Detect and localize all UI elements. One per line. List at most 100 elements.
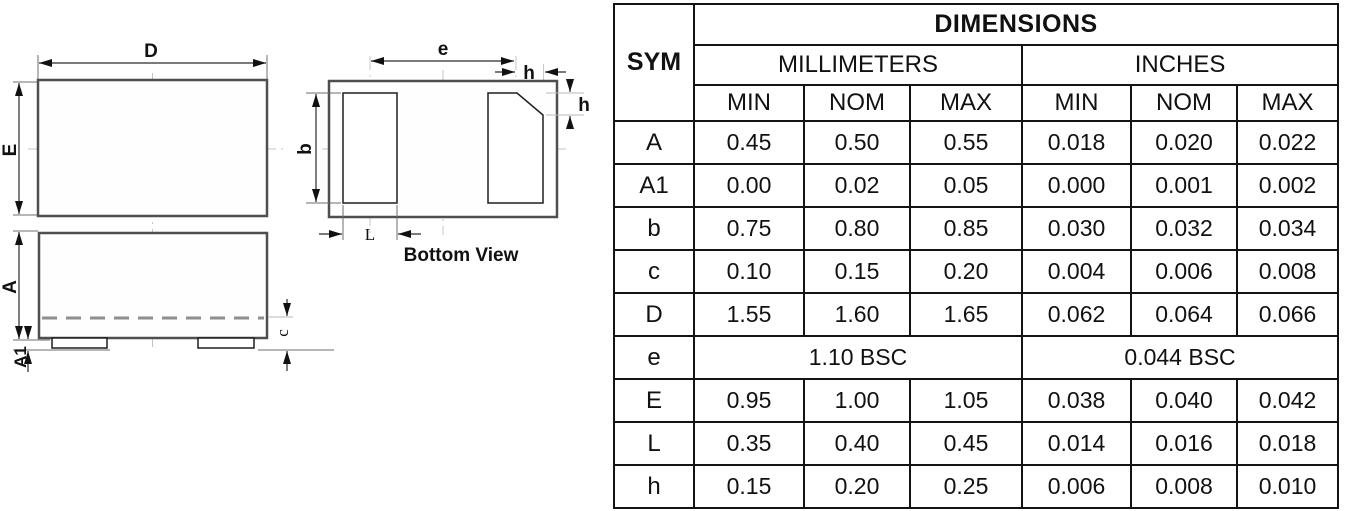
- cell-in-max: 0.018: [1235, 421, 1340, 466]
- cell-mm-max: 0.05: [909, 163, 1023, 208]
- cell-in-nom: 0.032: [1130, 206, 1238, 251]
- cell-mm-max: 0.55: [909, 120, 1023, 165]
- dim-label-E: E: [0, 144, 21, 157]
- cell-in-nom: 0.040: [1130, 378, 1238, 423]
- cell-sym: A1: [613, 163, 695, 208]
- cell-mm-min: 0.10: [693, 249, 805, 294]
- side-view-left-terminal: [51, 337, 108, 349]
- cell-sym: h: [613, 464, 695, 509]
- col-header-in-min: MIN: [1021, 84, 1132, 122]
- dim-label-e: e: [438, 39, 449, 60]
- dimensions-table: SYM DIMENSIONS MILLIMETERS INCHES MIN NO…: [613, 3, 1341, 509]
- cell-mm-max: 1.65: [909, 292, 1023, 337]
- cell-mm-max: 1.05: [909, 378, 1023, 423]
- cell-in-max: 0.008: [1235, 249, 1340, 294]
- table-row-c: c 0.10 0.15 0.20 0.004 0.006 0.008: [613, 249, 1340, 294]
- cell-sym: D: [613, 292, 695, 337]
- sym-column-header: SYM: [613, 3, 695, 122]
- dim-label-A: A: [0, 280, 21, 294]
- cell-in-max: 0.002: [1235, 163, 1340, 208]
- units-header-inches: INCHES: [1020, 44, 1340, 86]
- cell-mm-min: 0.75: [693, 206, 805, 251]
- cell-mm-nom: 1.60: [803, 292, 911, 337]
- dimension-c: [258, 299, 334, 371]
- table-row-e: e 1.10 BSC 0.044 BSC: [613, 335, 1340, 380]
- cell-sym: c: [613, 249, 695, 294]
- cell-sym: E: [613, 378, 695, 423]
- cell-mm-max: 0.45: [909, 421, 1023, 466]
- bottom-view-left-pad: [342, 92, 398, 204]
- cell-in-nom: 0.001: [1130, 163, 1238, 208]
- dimension-E: [13, 81, 37, 216]
- dim-label-A1: A1: [11, 346, 30, 368]
- dim-label-L: L: [365, 225, 375, 244]
- dim-label-h-vertical: h: [578, 95, 590, 116]
- cell-sym: A: [613, 120, 695, 165]
- cell-in-max: 0.066: [1235, 292, 1340, 337]
- cell-in-nom: 0.008: [1130, 464, 1238, 509]
- cell-in-nom: 0.020: [1130, 120, 1238, 165]
- cell-in-nom: 0.064: [1130, 292, 1238, 337]
- side-view-right-terminal: [197, 337, 255, 349]
- table-row-A: A 0.45 0.50 0.55 0.018 0.020 0.022: [613, 120, 1340, 165]
- dim-label-c: c: [273, 329, 292, 337]
- cell-in-min: 0.014: [1021, 421, 1132, 466]
- cell-in-nom: 0.016: [1130, 421, 1238, 466]
- cell-mm-nom: 0.80: [803, 206, 911, 251]
- cell-in-min: 0.018: [1021, 120, 1132, 165]
- cell-in-min: 0.038: [1021, 378, 1132, 423]
- dimension-h-vertical: [546, 79, 584, 129]
- table-header-units-row: MILLIMETERS INCHES: [614, 44, 1340, 86]
- cell-in-max: 0.034: [1235, 206, 1340, 251]
- cell-in-min: 0.062: [1021, 292, 1132, 337]
- cell-in-max: 0.022: [1235, 120, 1340, 165]
- dim-label-D: D: [144, 41, 158, 62]
- dimension-A: [13, 230, 50, 341]
- cell-mm-max: 0.85: [909, 206, 1023, 251]
- dim-label-b: b: [295, 143, 316, 155]
- cell-mm-nom: 1.00: [803, 378, 911, 423]
- cell-mm-bsc: 1.10 BSC: [693, 335, 1023, 380]
- dimension-D: [37, 55, 268, 79]
- table-row-h: h 0.15 0.20 0.25 0.006 0.008 0.010: [613, 464, 1340, 509]
- cell-in-max: 0.010: [1235, 464, 1340, 509]
- cell-in-min: 0.000: [1021, 163, 1132, 208]
- cell-mm-nom: 0.02: [803, 163, 911, 208]
- units-header-millimeters: MILLIMETERS: [693, 44, 1023, 86]
- dim-label-h-horizontal: h: [523, 63, 535, 84]
- col-header-in-max: MAX: [1235, 84, 1340, 122]
- col-header-in-nom: NOM: [1130, 84, 1238, 122]
- dimension-b: [306, 92, 341, 204]
- table-title: DIMENSIONS: [692, 3, 1340, 46]
- col-header-mm-nom: NOM: [803, 84, 911, 122]
- dimension-L: [319, 205, 421, 240]
- cell-in-min: 0.004: [1021, 249, 1132, 294]
- cell-mm-nom: 0.15: [803, 249, 911, 294]
- table-row-D: D 1.55 1.60 1.65 0.062 0.064 0.066: [613, 292, 1340, 337]
- bottom-view-caption: Bottom View: [404, 245, 519, 266]
- cell-in-max: 0.042: [1235, 378, 1340, 423]
- cell-in-min: 0.030: [1021, 206, 1132, 251]
- table-header-title-row: SYM DIMENSIONS: [613, 3, 1340, 122]
- cell-in-bsc: 0.044 BSC: [1020, 335, 1340, 380]
- cell-mm-max: 0.20: [909, 249, 1023, 294]
- table-row-E: E 0.95 1.00 1.05 0.038 0.040 0.042: [613, 378, 1340, 423]
- cell-mm-min: 0.95: [693, 378, 805, 423]
- cell-mm-nom: 0.50: [803, 120, 911, 165]
- top-view-body: [36, 78, 269, 218]
- cell-mm-nom: 0.40: [803, 421, 911, 466]
- cell-mm-min: 1.55: [693, 292, 805, 337]
- cell-in-nom: 0.006: [1130, 249, 1238, 294]
- dimension-A1: [13, 326, 110, 372]
- bottom-view-right-pad-chamfered: [487, 92, 544, 204]
- cell-sym: L: [613, 421, 695, 466]
- cell-mm-min: 0.00: [693, 163, 805, 208]
- cell-in-min: 0.006: [1021, 464, 1132, 509]
- table-row-A1: A1 0.00 0.02 0.05 0.000 0.001 0.002: [613, 163, 1340, 208]
- cell-mm-min: 0.35: [693, 421, 805, 466]
- cell-mm-min: 0.15: [693, 464, 805, 509]
- table-row-b: b 0.75 0.80 0.85 0.030 0.032 0.034: [613, 206, 1340, 251]
- package-outline-drawing: D E A A1: [0, 39, 590, 372]
- cell-mm-max: 0.25: [909, 464, 1023, 509]
